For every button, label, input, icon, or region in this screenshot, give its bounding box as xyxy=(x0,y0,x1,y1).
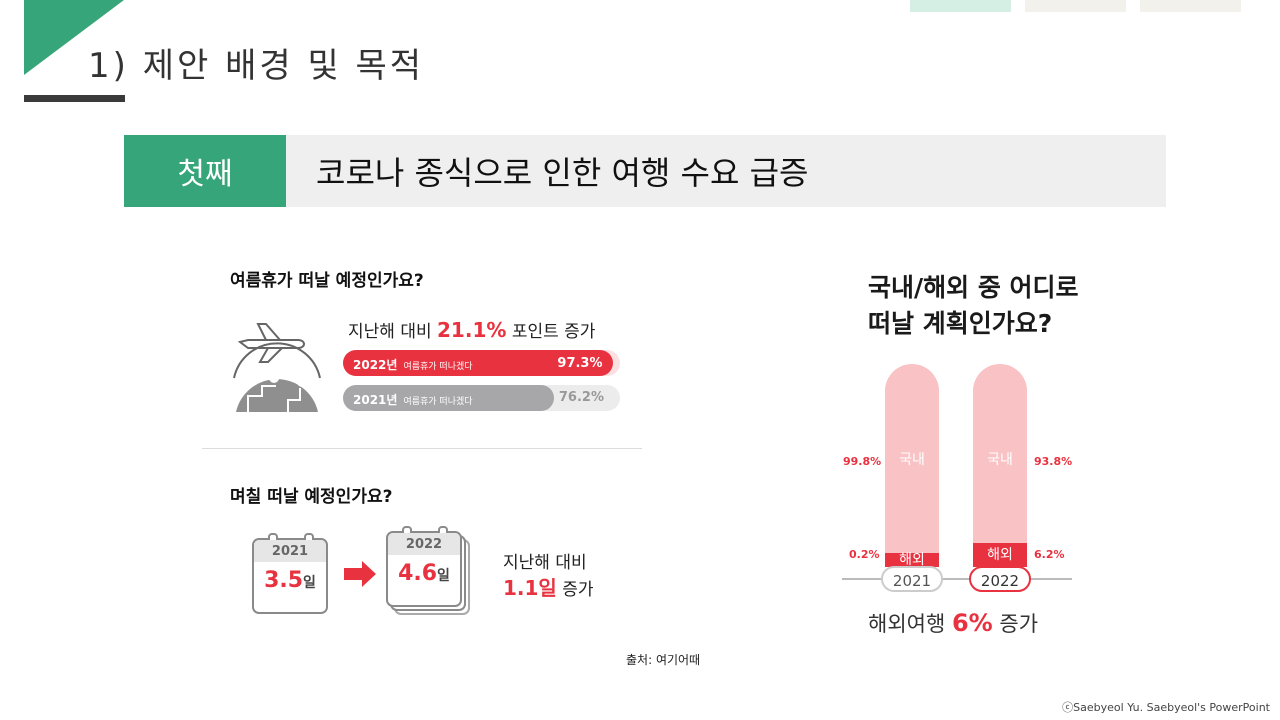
pct-2022-overseas: 6.2% xyxy=(1034,548,1065,561)
domestic-label: 국내 xyxy=(899,452,925,468)
summary-value: 6% xyxy=(951,609,993,637)
arrow-right-icon xyxy=(344,561,376,587)
days-compare-suffix: 증가 xyxy=(562,580,594,600)
overseas-summary: 해외여행 6% 증가 xyxy=(868,608,1038,638)
bar-2022-overseas: 해외 xyxy=(973,543,1027,567)
bar-2022-track: 2022년 여름휴가 떠나겠다 97.3% xyxy=(343,350,620,376)
bar-note: 여름휴가 떠나겠다 xyxy=(403,361,473,372)
title-underline xyxy=(24,95,125,102)
overseas-label: 해외 xyxy=(899,552,925,567)
bar-2021-overseas: 해외 xyxy=(885,553,939,567)
summary-prefix: 해외여행 xyxy=(868,612,946,636)
corner-triangle xyxy=(24,0,124,75)
question-days: 며칠 떠날 예정인가요? xyxy=(230,487,393,507)
compare-text: 지난해 대비 21.1% 포인트 증가 xyxy=(348,317,595,342)
compare-suffix: 포인트 증가 xyxy=(511,322,596,342)
year-2021-label: 2021 xyxy=(881,566,943,592)
bar-value: 97.3% xyxy=(557,355,603,371)
bar-value: 76.2% xyxy=(558,390,604,405)
calendar-year: 2021 xyxy=(254,540,326,562)
top-tab-1 xyxy=(910,0,1011,12)
bar-2021-domestic: 국내 해외 xyxy=(885,364,939,567)
summary-suffix: 증가 xyxy=(999,612,1039,636)
question-vacation: 여름휴가 떠날 예정인가요? xyxy=(230,271,424,291)
bar-2022-domestic: 국내 해외 xyxy=(973,364,1027,567)
compare-prefix: 지난해 대비 xyxy=(348,322,432,342)
bar-year: 2021년 xyxy=(353,392,398,407)
section-label: 첫째 xyxy=(124,135,286,207)
pct-2021-domestic: 99.8% xyxy=(843,455,882,468)
page-title: 1) 제안 배경 및 목적 xyxy=(88,46,425,86)
days-compare-prefix: 지난해 대비 xyxy=(503,553,587,573)
copyright-note: ⓒSaebyeol Yu. Saebyeol's PowerPoint xyxy=(1062,701,1270,714)
top-tab-3 xyxy=(1140,0,1241,12)
chart-baseline xyxy=(842,578,1072,580)
bar-2021-track: 2021년 여름휴가 떠나겠다 76.2% xyxy=(343,385,620,411)
top-tab-2 xyxy=(1025,0,1126,12)
bar-2022: 2022년 여름휴가 떠나겠다 97.3% xyxy=(343,350,613,376)
source-note: 출처: 여기어때 xyxy=(626,653,701,667)
calendar-days: 3.5일 xyxy=(264,568,316,593)
pct-2021-overseas: 0.2% xyxy=(849,548,880,561)
year-2022-label: 2022 xyxy=(969,566,1031,592)
calendar-year: 2022 xyxy=(388,533,460,555)
pct-2022-domestic: 93.8% xyxy=(1034,455,1073,468)
title-line-2: 떠날 계획인가요? xyxy=(868,309,1053,338)
calendar-2021-icon: 2021 3.5일 xyxy=(252,533,328,614)
domestic-label: 국내 xyxy=(987,452,1013,468)
title-line-1: 국내/해외 중 어디로 xyxy=(868,273,1079,302)
divider xyxy=(202,448,642,449)
bar-year: 2022년 xyxy=(353,357,398,372)
section-heading: 코로나 종식으로 인한 여행 수요 급증 xyxy=(286,135,1166,207)
days-compare-value: 1.1일 xyxy=(503,576,557,600)
bar-note: 여름휴가 떠나겠다 xyxy=(403,396,473,407)
domestic-overseas-title: 국내/해외 중 어디로 떠날 계획인가요? xyxy=(868,270,1079,342)
airplane-globe-icon xyxy=(233,323,321,412)
calendar-days: 4.6일 xyxy=(398,561,450,586)
overseas-label: 해외 xyxy=(987,547,1013,563)
bar-2021: 2021년 여름휴가 떠나겠다 xyxy=(343,385,555,411)
calendar-2022-icon: 2022 4.6일 xyxy=(386,526,462,607)
compare-value: 21.1% xyxy=(437,318,507,342)
days-compare: 1.1일 증가 xyxy=(503,572,594,601)
